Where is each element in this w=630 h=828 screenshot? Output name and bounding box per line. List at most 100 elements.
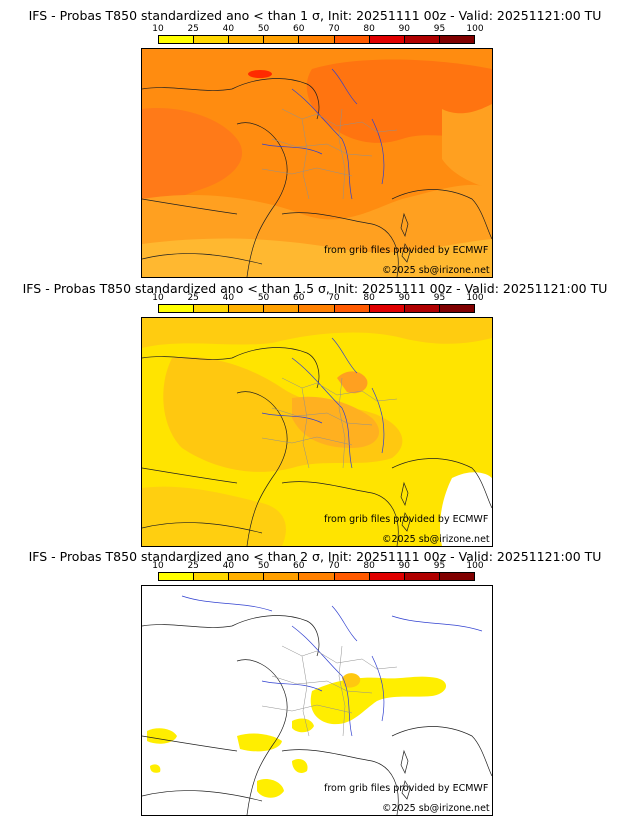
field-contour <box>142 238 492 277</box>
coastlines <box>142 615 492 815</box>
borders <box>261 108 398 200</box>
colorbar <box>158 35 475 44</box>
tick: 60 <box>293 293 305 303</box>
tick: 25 <box>187 24 199 34</box>
colorbar-segment <box>334 36 370 43</box>
field-contour <box>442 104 492 189</box>
colorbar <box>158 572 475 581</box>
field-contour <box>292 718 314 733</box>
credit-copyright: ©2025 sb@irizone.net <box>382 265 490 276</box>
field-contour <box>142 108 243 214</box>
field-contour <box>248 70 272 78</box>
field-contour <box>292 396 380 448</box>
colorbar-segment <box>194 36 230 43</box>
map-svg: from grib files provided by ECMWF ©2025 … <box>142 49 492 277</box>
rivers <box>181 595 483 737</box>
tick: 100 <box>466 561 484 571</box>
colorbar-segment <box>194 573 230 580</box>
tick: 10 <box>152 24 164 34</box>
field-contour <box>440 472 492 546</box>
rivers <box>261 337 385 469</box>
colorbar-segment <box>369 305 405 312</box>
tick: 100 <box>466 24 484 34</box>
credit-source: from grib files provided by ECMWF <box>324 783 488 794</box>
field-contour <box>257 779 284 798</box>
credit-source: from grib files provided by ECMWF <box>324 514 488 525</box>
field-contour <box>342 673 361 688</box>
tick: 70 <box>328 293 340 303</box>
borders <box>261 645 398 737</box>
tick: 25 <box>187 561 199 571</box>
colorbar-segment <box>334 573 370 580</box>
panel-title: IFS - Probas T850 standardized ano < tha… <box>22 281 608 296</box>
colorbar-segment <box>439 573 474 580</box>
tick: 70 <box>328 561 340 571</box>
field-contour <box>142 318 492 348</box>
colorbar-ticks: 10 25 40 50 60 70 80 90 95 100 <box>152 561 483 571</box>
colorbar-segment <box>159 305 195 312</box>
tick: 80 <box>363 24 375 34</box>
field-contour <box>147 728 177 744</box>
colorbar-segment <box>299 305 335 312</box>
field-contour <box>292 759 308 773</box>
credit-source: from grib files provided by ECMWF <box>324 245 488 256</box>
colorbar-segment <box>299 573 335 580</box>
tick: 10 <box>152 293 164 303</box>
field-contour <box>150 764 161 773</box>
tick: 50 <box>257 24 270 34</box>
tick: 80 <box>363 561 375 571</box>
rivers <box>261 68 385 200</box>
colorbar-segment <box>369 36 405 43</box>
tick: 80 <box>363 293 375 303</box>
colorbar-segment <box>299 36 335 43</box>
tick: 70 <box>328 24 340 34</box>
tick: 40 <box>222 561 235 571</box>
field-contour <box>337 371 368 394</box>
tick: 60 <box>293 24 305 34</box>
tick: 100 <box>466 293 484 303</box>
colorbar-segment <box>404 573 440 580</box>
colorbar-segment <box>229 36 265 43</box>
borders <box>261 377 398 469</box>
colorbar-segment <box>264 305 300 312</box>
colorbar-ticks: 10 25 40 50 60 70 80 90 95 100 <box>152 293 483 303</box>
field-contour <box>142 486 286 546</box>
colorbar-segment <box>194 305 230 312</box>
colorbar-segment <box>404 36 440 43</box>
map-svg: from grib files provided by ECMWF ©2025 … <box>142 586 492 815</box>
colorbar <box>158 304 475 313</box>
tick: 95 <box>433 561 446 571</box>
coastlines <box>142 347 492 546</box>
colorbar-segment <box>439 305 474 312</box>
tick: 90 <box>398 561 411 571</box>
colorbar-segment <box>439 36 474 43</box>
colorbar-segment <box>264 573 300 580</box>
coastlines <box>142 78 492 277</box>
tick: 90 <box>398 293 411 303</box>
credit-copyright: ©2025 sb@irizone.net <box>382 803 490 814</box>
colorbar-segment <box>229 305 265 312</box>
colorbar-segment <box>159 573 195 580</box>
probability-map: from grib files provided by ECMWF ©2025 … <box>141 585 493 816</box>
panel-title: IFS - Probas T850 standardized ano < tha… <box>28 549 602 564</box>
colorbar-segment <box>334 305 370 312</box>
colorbar-segment <box>264 36 300 43</box>
colorbar-segment <box>404 305 440 312</box>
credit-copyright: ©2025 sb@irizone.net <box>382 534 490 545</box>
colorbar-segment <box>159 36 195 43</box>
tick: 40 <box>222 24 235 34</box>
field-contour <box>237 733 282 752</box>
tick: 50 <box>257 293 270 303</box>
map-svg: from grib files provided by ECMWF ©2025 … <box>142 318 492 546</box>
tick: 95 <box>433 24 446 34</box>
colorbar-segment <box>229 573 265 580</box>
tick: 95 <box>433 293 446 303</box>
panel-title: IFS - Probas T850 standardized ano < tha… <box>28 8 602 23</box>
tick: 40 <box>222 293 235 303</box>
probability-map: from grib files provided by ECMWF ©2025 … <box>141 48 493 278</box>
tick: 25 <box>187 293 199 303</box>
tick: 10 <box>152 561 164 571</box>
colorbar-ticks: 10 25 40 50 60 70 80 90 95 100 <box>152 24 483 34</box>
tick: 90 <box>398 24 411 34</box>
tick: 60 <box>293 561 305 571</box>
